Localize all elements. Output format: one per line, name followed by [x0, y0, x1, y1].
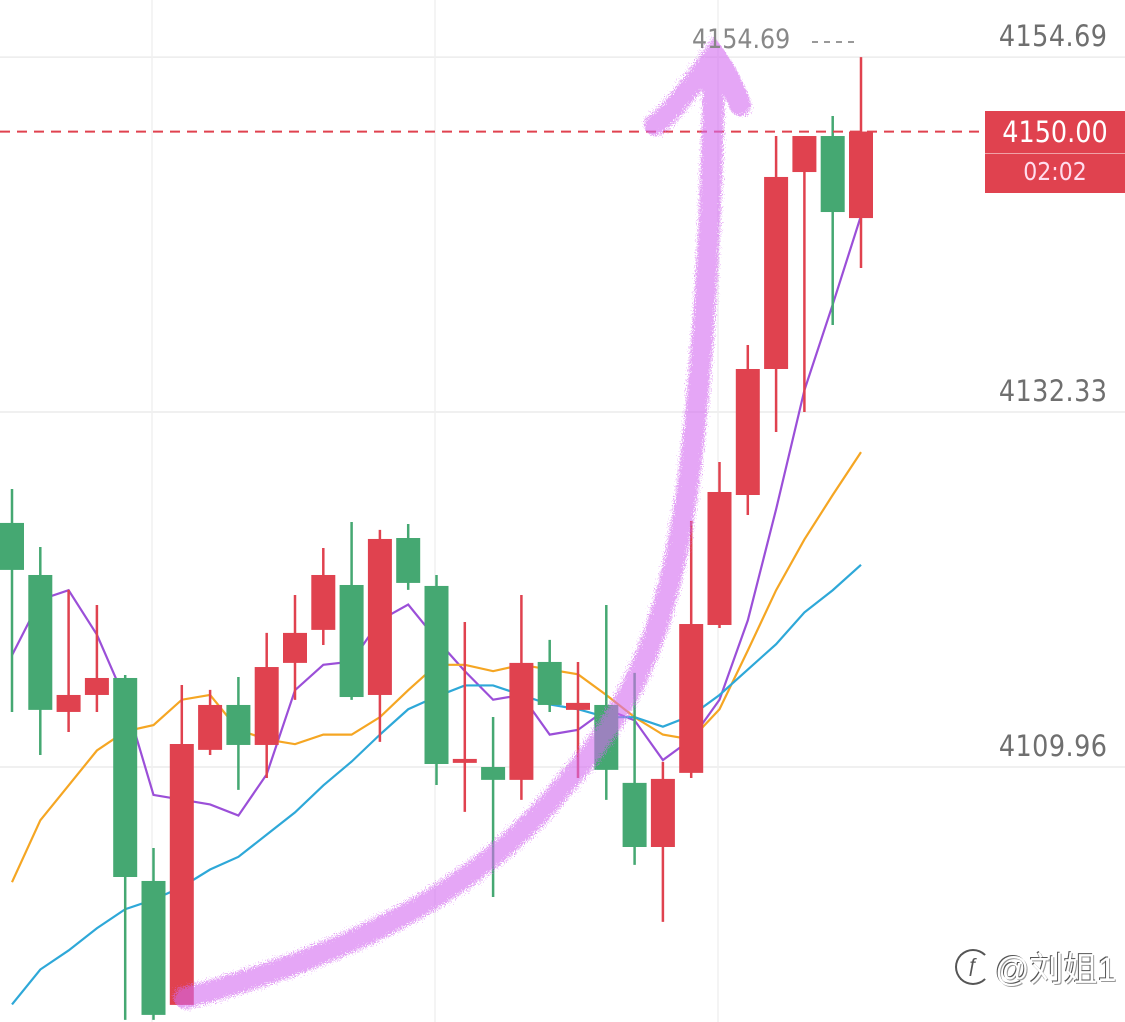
candle-body — [283, 632, 307, 663]
candle-body — [481, 767, 506, 780]
candle — [735, 345, 760, 515]
candle — [849, 57, 873, 269]
candle — [452, 621, 477, 812]
candle — [367, 529, 392, 742]
candle — [0, 488, 24, 712]
candle-body — [849, 131, 873, 219]
candle-body — [141, 880, 166, 1015]
candle-body — [0, 522, 24, 570]
candle-body — [820, 136, 845, 213]
candle — [311, 548, 336, 645]
candle-body — [28, 574, 53, 710]
watermark: ƒ @刘姐1 — [955, 942, 1116, 991]
candle-body — [198, 704, 223, 750]
candle — [792, 136, 817, 412]
candle — [226, 677, 251, 790]
candle-body — [84, 677, 109, 695]
candle-body — [254, 667, 279, 745]
candle-body — [452, 758, 477, 763]
candle — [141, 847, 166, 1020]
last-price-value: 4150.00 — [1002, 115, 1108, 149]
candle — [679, 521, 704, 778]
candle-body — [509, 662, 534, 780]
candle-body — [792, 136, 817, 173]
high-price-label: 4154.69 — [692, 24, 791, 55]
candle — [283, 594, 307, 700]
candle — [56, 589, 81, 732]
candle-body — [622, 782, 647, 847]
candle — [113, 674, 138, 1020]
candle — [28, 547, 53, 755]
last-price-badge: 4150.00 02:02 — [985, 111, 1125, 193]
y-tick-label: 4109.96 — [998, 729, 1107, 763]
candle-body — [707, 491, 732, 625]
candle-body — [396, 538, 421, 583]
candle-body — [735, 368, 760, 496]
y-tick-label: 4132.33 — [998, 374, 1107, 408]
candle-body — [764, 176, 789, 369]
candle-countdown: 02:02 — [1023, 157, 1087, 186]
hand-drawn-arrow — [174, 36, 751, 1009]
candles — [0, 57, 873, 1020]
candle-body — [226, 704, 251, 745]
candle — [820, 116, 845, 326]
candle-body — [311, 574, 336, 630]
candle — [198, 689, 223, 755]
weibo-icon: ƒ — [955, 948, 991, 985]
candle-body — [537, 661, 562, 705]
candle — [764, 136, 789, 432]
candle — [650, 761, 675, 922]
candle-body — [339, 584, 364, 698]
candle-body — [367, 538, 392, 695]
candle — [254, 632, 279, 778]
candle-body — [650, 778, 675, 847]
y-tick-label: 4154.69 — [998, 19, 1107, 54]
candle — [424, 574, 449, 785]
candle — [537, 639, 562, 712]
candle — [339, 521, 364, 700]
candle-body — [56, 694, 81, 712]
candle-body — [113, 677, 138, 877]
watermark-text: @刘姐1 — [995, 951, 1117, 989]
candle — [396, 524, 421, 590]
candle-body — [679, 624, 704, 773]
candle — [707, 461, 732, 628]
candle-body — [169, 744, 194, 1005]
candle-body — [566, 702, 590, 710]
candle — [169, 684, 194, 1005]
candle — [509, 594, 534, 800]
candle — [84, 604, 109, 712]
candle-body — [424, 585, 449, 764]
